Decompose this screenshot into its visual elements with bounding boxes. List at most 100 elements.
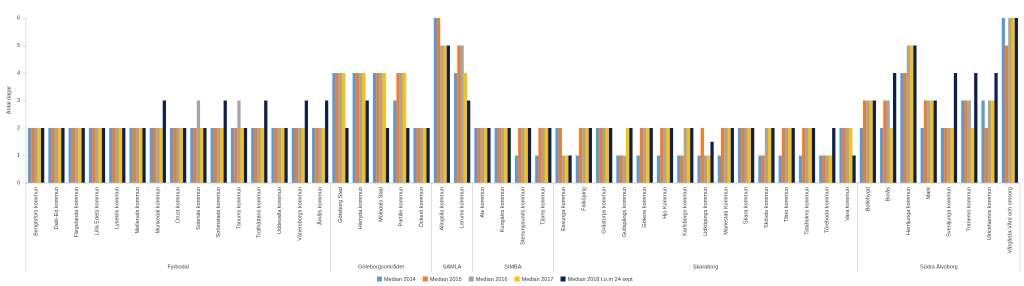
bar — [139, 128, 143, 183]
x-tick-label: Svenljunga kommun — [946, 187, 952, 237]
bar — [393, 100, 397, 183]
bar — [230, 128, 235, 183]
bar — [822, 155, 826, 183]
bar — [541, 128, 545, 183]
bar — [575, 155, 579, 183]
legend-label: Median 2014 — [384, 277, 416, 283]
bar — [497, 128, 502, 183]
x-tick-label: Vara kommun — [845, 187, 851, 221]
bar — [751, 128, 755, 183]
bar — [609, 128, 613, 183]
legend-swatch — [468, 276, 474, 282]
bar — [200, 128, 204, 183]
bar — [521, 128, 525, 183]
bar — [910, 45, 914, 183]
bar — [700, 128, 704, 183]
bar — [213, 128, 218, 183]
bar — [463, 73, 468, 183]
bar — [880, 128, 884, 183]
x-tick-label: Töreboda kommun — [825, 187, 831, 233]
bar — [34, 128, 38, 183]
bar — [220, 128, 224, 183]
bar — [527, 128, 532, 183]
bar — [872, 100, 876, 183]
bar — [649, 128, 653, 183]
x-tick-label: Mölndals Stad — [378, 187, 384, 222]
bar — [862, 100, 867, 183]
bar — [805, 128, 809, 183]
legend-swatch — [514, 276, 520, 282]
bar — [152, 128, 157, 183]
bar — [142, 128, 146, 183]
bar — [281, 128, 285, 183]
bar — [433, 18, 437, 183]
bar — [217, 128, 221, 183]
x-tick-label: Stenungsunds kommun — [520, 187, 526, 245]
bar — [359, 73, 363, 183]
bar — [335, 73, 339, 183]
y-axis-label: Antal dagar — [6, 86, 12, 114]
bar — [994, 73, 998, 183]
bar — [315, 128, 319, 183]
x-tick-label: Härryda kommun — [358, 187, 364, 229]
x-tick-label: Bengtsfors kommun — [34, 187, 40, 236]
bar — [808, 128, 812, 183]
bar — [984, 128, 988, 183]
bar — [707, 155, 711, 183]
x-tick-label: Essunga kommun — [561, 187, 567, 231]
bar — [518, 128, 522, 183]
bar — [906, 45, 911, 183]
bar — [991, 100, 995, 183]
bar — [785, 128, 789, 183]
bar — [28, 128, 32, 183]
y-tick-label: 1 — [17, 153, 20, 159]
bar — [947, 128, 951, 183]
bar — [1001, 18, 1005, 183]
bar — [98, 128, 102, 183]
bar — [961, 100, 965, 183]
bar — [669, 128, 674, 183]
bar — [210, 128, 214, 183]
bar — [312, 128, 316, 183]
bar — [41, 128, 45, 183]
bar — [109, 128, 113, 183]
bar — [325, 100, 329, 183]
bar — [585, 128, 589, 183]
bar — [294, 128, 299, 183]
bar — [237, 100, 241, 183]
group-label: Fyrbodal — [167, 264, 188, 270]
bar — [717, 155, 721, 183]
bar — [477, 128, 481, 183]
bar — [944, 128, 948, 183]
bar — [588, 128, 592, 183]
bar — [578, 128, 583, 183]
x-tick-label: Grästorps kommun — [602, 187, 608, 234]
legend-swatch — [376, 276, 382, 282]
bar — [903, 73, 907, 183]
x-tick-label: Tidaholms kommun — [804, 187, 810, 235]
bar — [95, 128, 99, 183]
bar — [159, 128, 163, 183]
bar — [747, 128, 752, 183]
bar — [524, 128, 528, 183]
x-tick-label: Herrljunga kommun — [906, 187, 912, 235]
bar — [646, 128, 650, 183]
bar — [828, 155, 833, 183]
bar — [115, 128, 119, 183]
bar — [298, 128, 302, 183]
bar — [514, 155, 519, 183]
bar — [156, 128, 160, 183]
bar — [501, 128, 505, 183]
bar — [629, 128, 633, 183]
bar — [48, 128, 52, 183]
bar — [355, 73, 360, 183]
bar — [690, 128, 694, 183]
bar — [703, 155, 708, 183]
bar — [223, 100, 227, 183]
bar — [900, 73, 904, 183]
bar — [686, 128, 691, 183]
bar — [730, 128, 734, 183]
bar — [254, 128, 258, 183]
bar — [741, 128, 745, 183]
